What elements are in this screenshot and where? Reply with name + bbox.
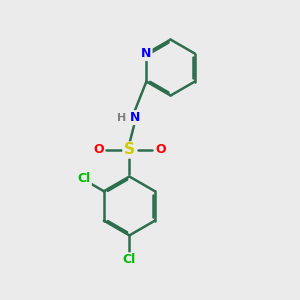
Text: Cl: Cl xyxy=(78,172,91,185)
Text: N: N xyxy=(130,111,140,124)
Text: S: S xyxy=(124,142,135,158)
Text: O: O xyxy=(93,143,104,157)
Text: N: N xyxy=(141,47,152,60)
Text: H: H xyxy=(116,112,126,123)
Text: O: O xyxy=(155,143,166,157)
Text: Cl: Cl xyxy=(123,253,136,266)
